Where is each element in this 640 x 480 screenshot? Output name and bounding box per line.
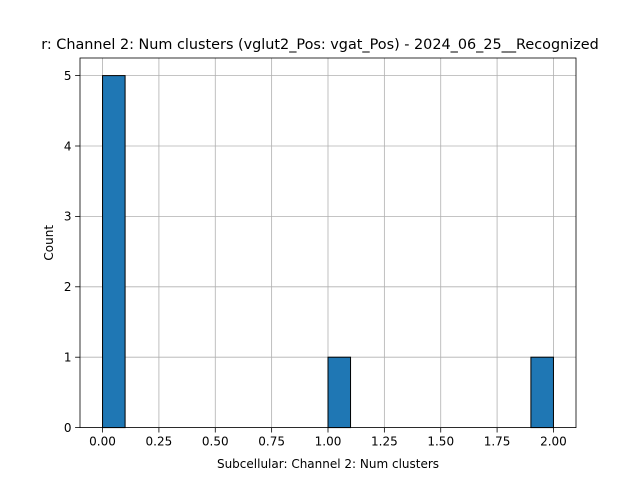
y-tick-label: 1: [64, 351, 72, 365]
histogram-bar: [530, 356, 554, 429]
y-axis-label: Count: [42, 225, 56, 261]
y-tick-label: 0: [64, 421, 72, 435]
histogram-bar: [102, 75, 126, 429]
x-axis-ticks: 0.00 0.25 0.50 0.75 1.00 1.25 1.50 1.75 2.00: [89, 427, 567, 449]
y-tick-label: 5: [64, 69, 72, 83]
y-tick-label: 3: [64, 210, 72, 224]
x-axis-label: Subcellular: Channel 2: Num clusters: [217, 457, 439, 471]
x-tick-label: 1.75: [484, 435, 511, 449]
y-axis-ticks: 0 1 2 3 4 5: [64, 69, 80, 435]
histogram-bar: [327, 356, 352, 429]
x-tick-label: 1.50: [427, 435, 454, 449]
x-tick-label: 0.25: [146, 435, 173, 449]
chart-title: r: Channel 2: Num clusters (vglut2_Pos: …: [41, 37, 599, 53]
x-tick-label: 1.25: [371, 435, 398, 449]
x-tick-label: 0.75: [258, 435, 285, 449]
y-tick-label: 4: [64, 139, 72, 153]
x-tick-label: 2.00: [540, 435, 567, 449]
y-tick-label: 2: [64, 280, 72, 294]
x-tick-label: 0.50: [202, 435, 229, 449]
x-tick-label: 1.00: [315, 435, 342, 449]
x-tick-label: 0.00: [89, 435, 116, 449]
histogram-bars: [102, 75, 554, 429]
